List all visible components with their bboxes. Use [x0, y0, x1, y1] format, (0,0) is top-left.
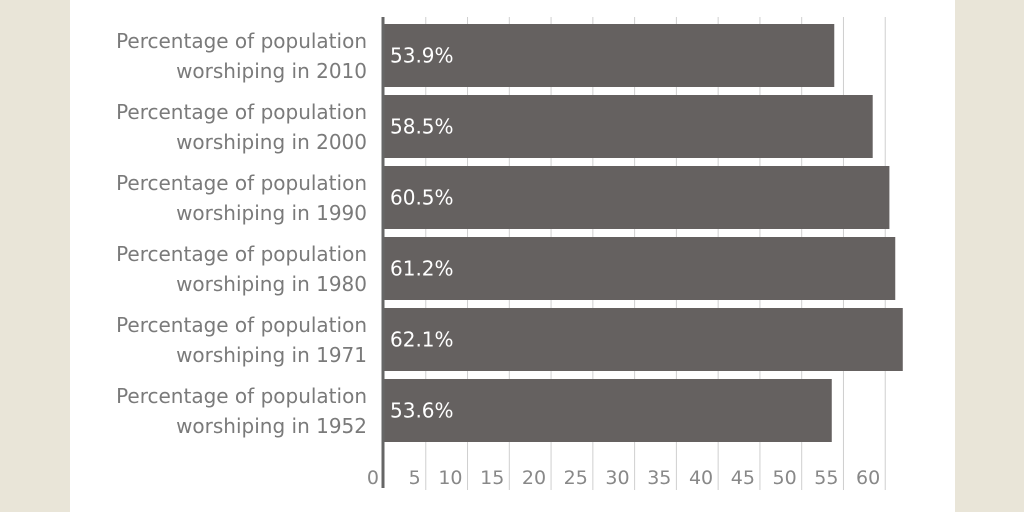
- value-label: 60.5%: [390, 186, 454, 210]
- category-label: Percentage of population worshiping in 1…: [116, 313, 367, 367]
- x-tick-label: 50: [773, 467, 797, 489]
- value-label: 58.5%: [390, 115, 454, 139]
- bar: [384, 24, 835, 87]
- x-tick-label: 60: [856, 467, 880, 489]
- x-tick-label: 30: [605, 467, 629, 489]
- category-label: Percentage of population worshiping in 1…: [116, 384, 367, 438]
- x-tick-label: 5: [409, 467, 421, 489]
- bar: [384, 308, 903, 371]
- bar: [384, 95, 873, 158]
- category-label: Percentage of population worshiping in 2…: [116, 100, 367, 154]
- x-tick-label: 0: [367, 467, 379, 489]
- x-tick-label: 15: [480, 467, 504, 489]
- x-tick-label: 20: [522, 467, 546, 489]
- x-tick-label: 35: [647, 467, 671, 489]
- x-tick-label: 40: [689, 467, 713, 489]
- x-tick-label: 45: [731, 467, 755, 489]
- category-label: Percentage of population worshiping in 2…: [116, 29, 367, 83]
- x-tick-label: 25: [564, 467, 588, 489]
- bar: [384, 379, 832, 442]
- x-tick-label: 10: [438, 467, 462, 489]
- category-label: Percentage of population worshiping in 1…: [116, 242, 367, 296]
- value-label: 61.2%: [390, 257, 454, 281]
- bar: [384, 166, 890, 229]
- bar: [384, 237, 896, 300]
- x-tick-label: 55: [814, 467, 838, 489]
- value-label: 53.9%: [390, 44, 454, 68]
- chart-panel: 0 5 10 15 20 25 30 35 40 45 50 55 60 53.9% 58.5% 60.5% 6…: [70, 0, 955, 512]
- chart: 0 5 10 15 20 25 30 35 40 45 50 55 60 53.9% 58.5% 60.5% 6…: [367, 17, 903, 490]
- value-label: 62.1%: [390, 328, 454, 352]
- value-label: 53.6%: [390, 399, 454, 423]
- category-label: Percentage of population worshiping in 1…: [116, 171, 367, 225]
